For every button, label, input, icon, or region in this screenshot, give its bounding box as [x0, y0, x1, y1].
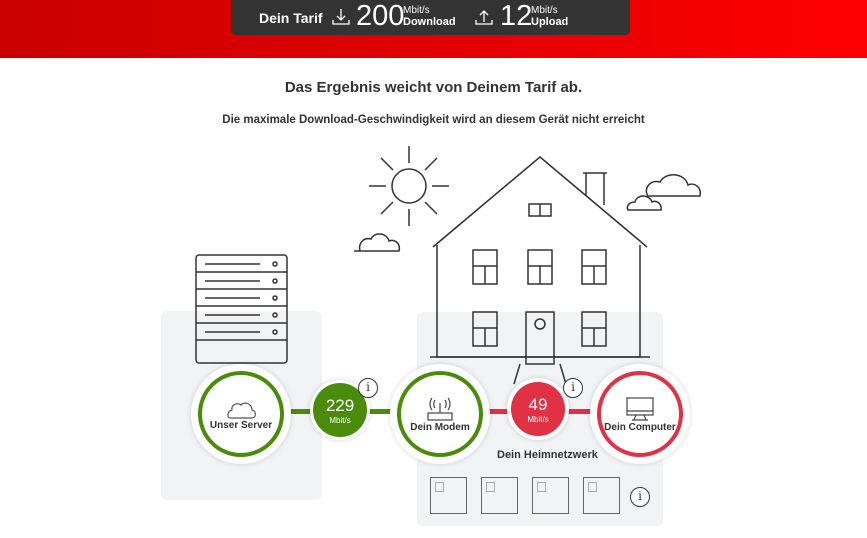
speed-unit: Mbit/s	[329, 415, 351, 425]
device-placeholder[interactable]	[583, 477, 620, 514]
speed-value: 49	[528, 394, 548, 414]
upload-label: Upload	[531, 16, 569, 28]
upload-value: 12	[500, 0, 533, 32]
download-label: Download	[403, 16, 456, 28]
result-title: Das Ergebnis weicht von Deinem Tarif ab.	[284, 79, 583, 96]
router-icon	[427, 397, 453, 421]
device-placeholder[interactable]	[430, 477, 467, 514]
node-server[interactable]: Unser Server	[191, 364, 291, 464]
cloud-icon	[626, 195, 662, 211]
upload-unit: Mbit/s	[531, 5, 558, 16]
cloud-icon	[645, 174, 702, 197]
upload-icon	[475, 10, 493, 25]
tarif-label: Dein Tarif	[259, 10, 323, 26]
info-icon[interactable]: i	[358, 378, 378, 398]
speed-modem-computer: 49 Mbit/s	[507, 378, 569, 440]
home-network-label: Dein Heimnetzwerk	[497, 449, 598, 461]
device-placeholder[interactable]	[532, 477, 569, 514]
node-computer[interactable]: Dein Computer	[590, 364, 690, 464]
node-modem[interactable]: Dein Modem	[390, 364, 490, 464]
speed-unit: Mbit/s	[527, 414, 549, 424]
download-icon	[332, 9, 350, 25]
cloud-icon	[227, 402, 256, 419]
sun-icon	[369, 146, 449, 226]
node-label: Unser Server	[209, 419, 273, 431]
speed-value: 229	[325, 395, 355, 415]
result-subtitle: Die maximale Download-Geschwindigkeit wi…	[222, 114, 645, 126]
download-value: 200	[356, 0, 405, 32]
cloud-icon	[354, 233, 401, 252]
info-icon[interactable]: i	[630, 487, 650, 507]
tarif-bar: Dein Tarif 200 Mbit/s Download 12 Mbit/s…	[231, 0, 630, 35]
download-unit: Mbit/s	[403, 5, 430, 16]
server-rack-icon	[195, 254, 288, 364]
monitor-icon	[626, 396, 654, 421]
node-label: Dein Computer	[604, 421, 676, 433]
device-placeholder[interactable]	[481, 477, 518, 514]
node-label: Dein Modem	[410, 421, 470, 433]
info-icon[interactable]: i	[563, 378, 583, 398]
